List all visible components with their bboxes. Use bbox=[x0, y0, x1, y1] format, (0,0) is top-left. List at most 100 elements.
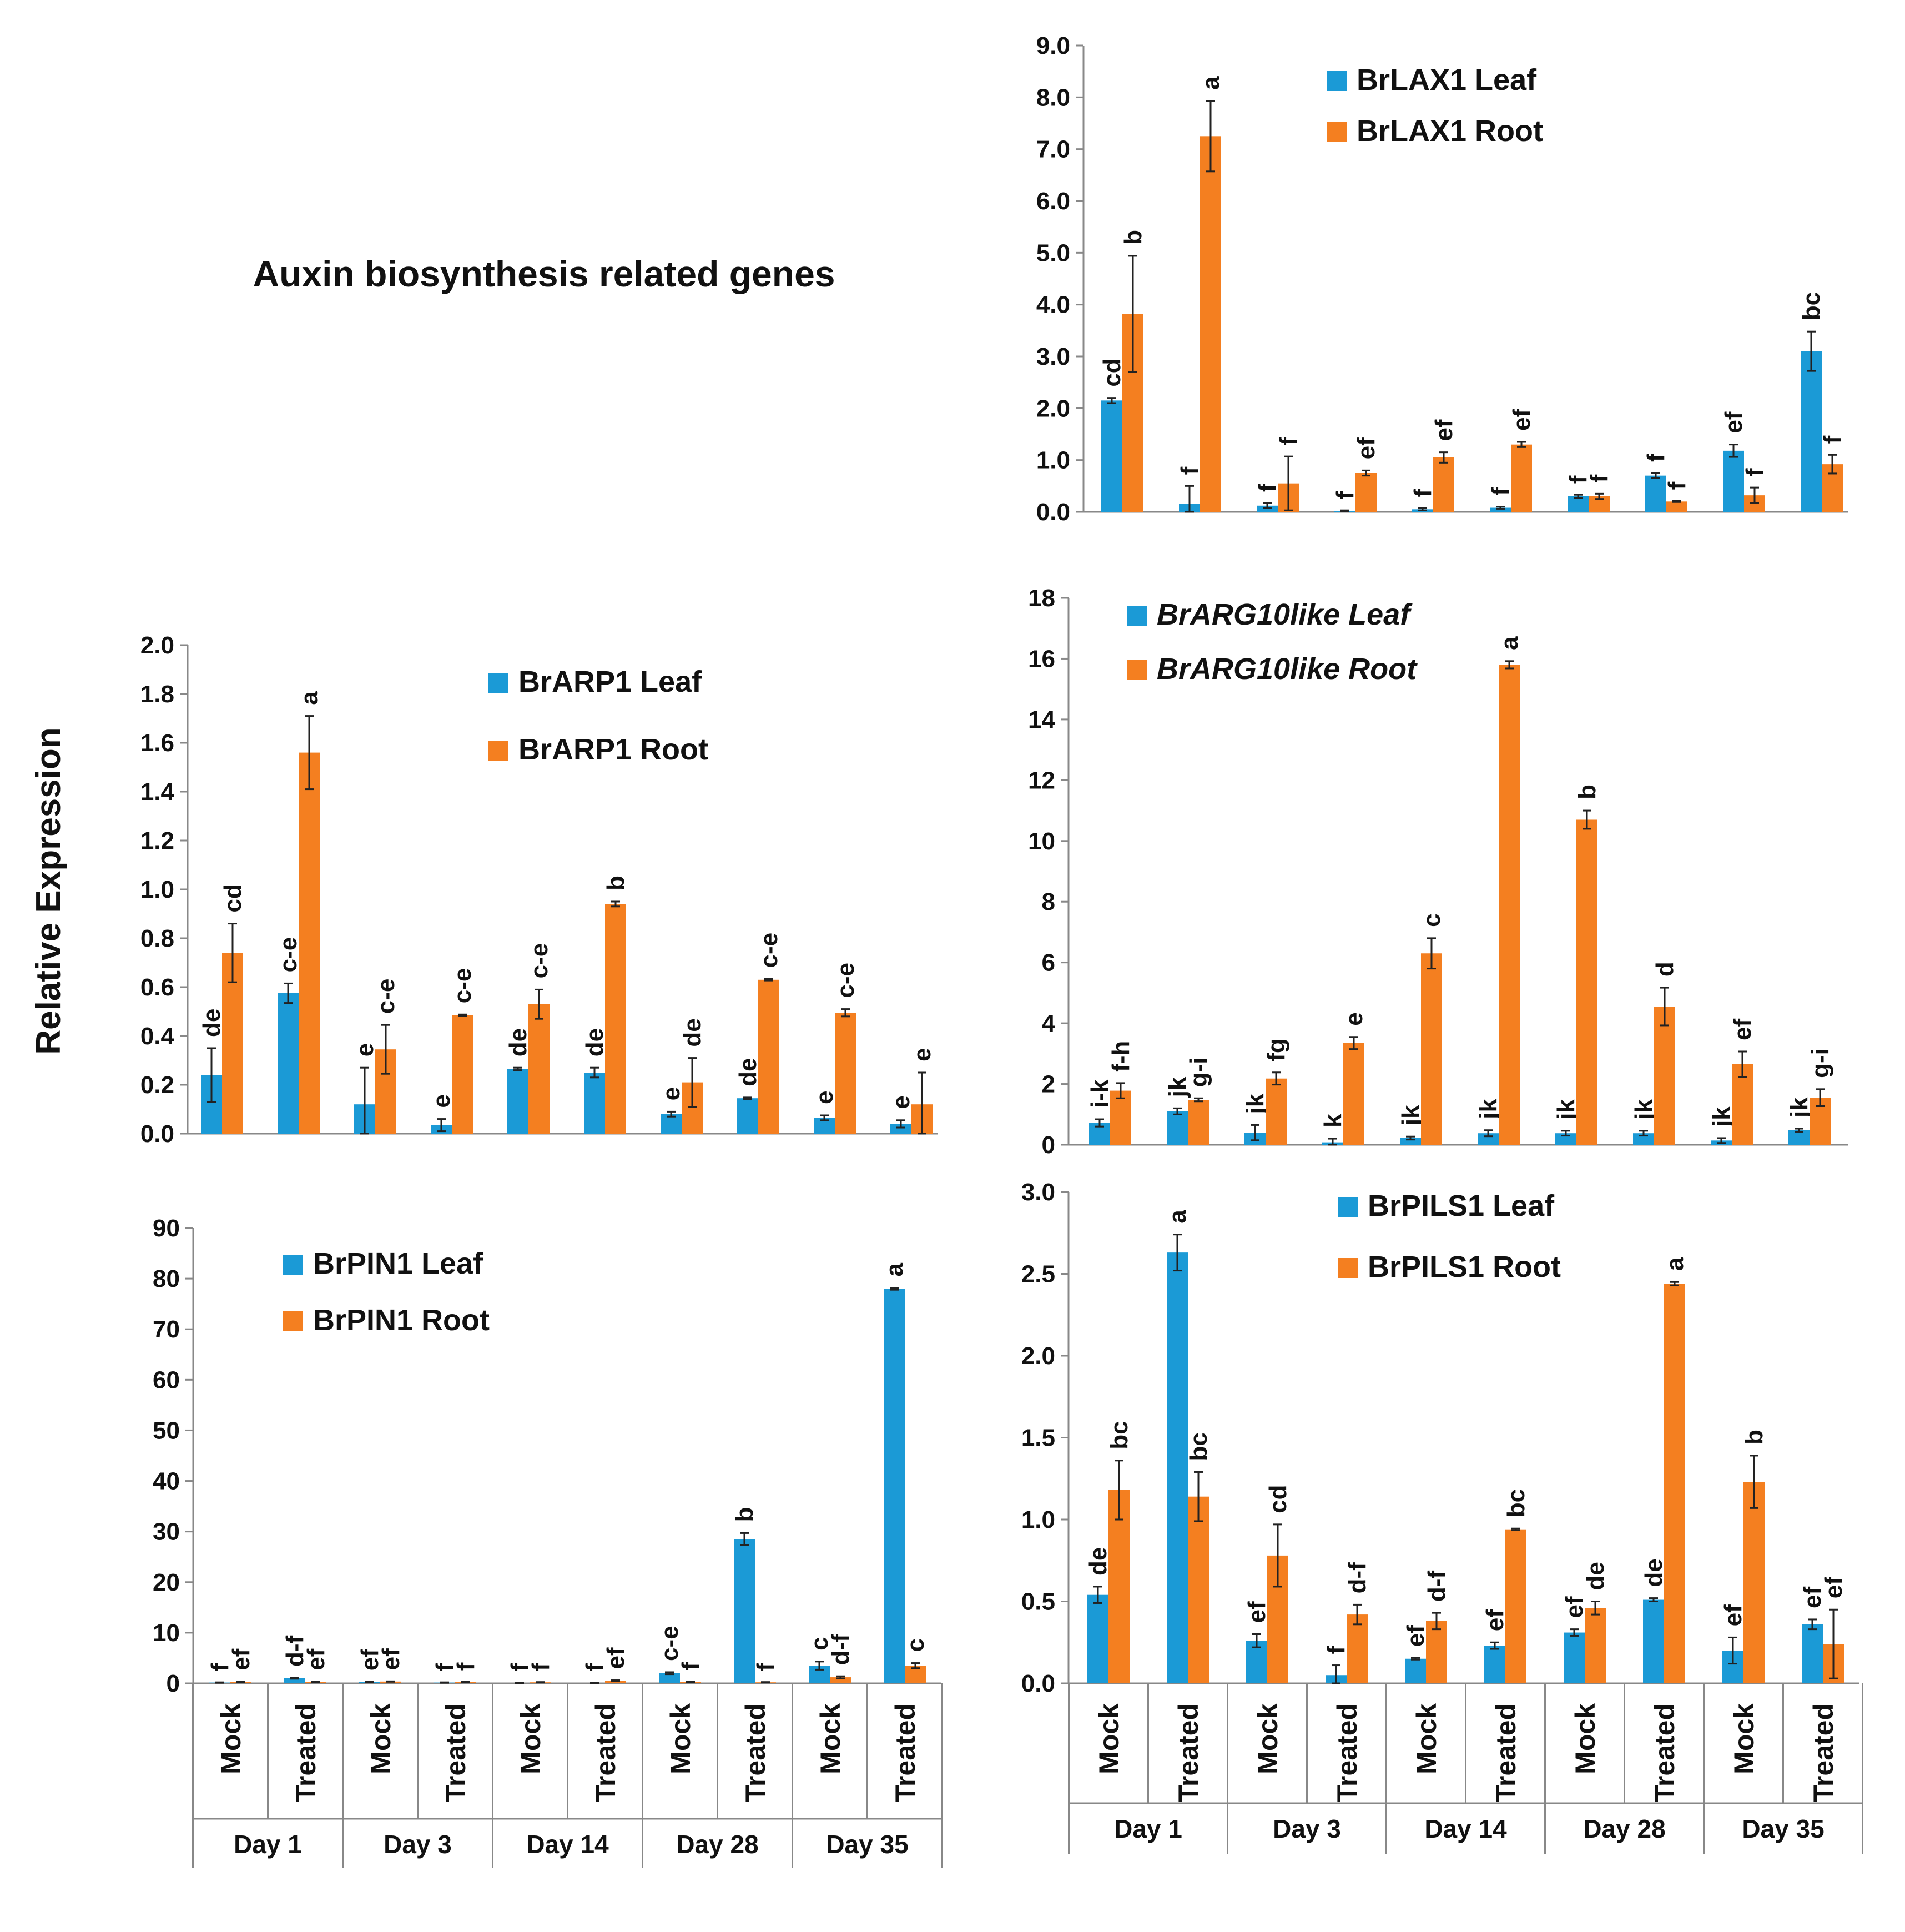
y-tick-label: 14 bbox=[1028, 706, 1055, 733]
significance-label: de bbox=[1085, 1547, 1112, 1576]
bar bbox=[734, 1539, 755, 1683]
group-label: Day 3 bbox=[384, 1830, 452, 1859]
group-label: Day 1 bbox=[1114, 1814, 1182, 1843]
y-tick-label: 30 bbox=[153, 1518, 180, 1546]
group-label: Day 35 bbox=[826, 1830, 908, 1859]
significance-label: de bbox=[1582, 1562, 1609, 1590]
bar bbox=[1400, 1138, 1421, 1145]
significance-label: e bbox=[909, 1048, 936, 1061]
bar bbox=[1511, 444, 1532, 512]
legend-label: BrPIN1 Root bbox=[313, 1304, 490, 1337]
significance-label: de bbox=[198, 1009, 225, 1037]
significance-label: d bbox=[1651, 962, 1679, 977]
bar bbox=[1478, 1133, 1499, 1145]
significance-label: f bbox=[677, 1662, 704, 1671]
bar bbox=[1801, 351, 1822, 512]
legend-swatch bbox=[1127, 606, 1147, 626]
bar bbox=[1426, 1621, 1447, 1683]
bar bbox=[1343, 1043, 1364, 1145]
group-label: Day 14 bbox=[526, 1830, 609, 1859]
group-label: Day 35 bbox=[1742, 1814, 1824, 1843]
significance-label: d-f bbox=[281, 1635, 309, 1667]
group-label: Day 3 bbox=[1273, 1814, 1341, 1843]
bar bbox=[299, 752, 320, 1134]
y-tick-label: 8.0 bbox=[1036, 84, 1070, 111]
significance-label: de bbox=[581, 1028, 608, 1056]
bar bbox=[1087, 1594, 1108, 1683]
y-tick-label: 20 bbox=[153, 1569, 180, 1596]
category-label: Mock bbox=[1252, 1703, 1283, 1774]
significance-label: ef bbox=[1508, 409, 1535, 431]
group-label: Day 1 bbox=[234, 1830, 302, 1859]
bar bbox=[284, 1678, 305, 1683]
y-tick-label: 3.0 bbox=[1036, 343, 1070, 370]
significance-label: f bbox=[452, 1662, 480, 1671]
legend-swatch bbox=[488, 741, 508, 761]
bar bbox=[1101, 400, 1122, 512]
significance-label: c-e bbox=[449, 968, 476, 1004]
significance-label: b bbox=[1120, 230, 1147, 245]
bar bbox=[1633, 1133, 1654, 1145]
y-tick-label: 7.0 bbox=[1036, 136, 1070, 163]
significance-label: f bbox=[1586, 474, 1613, 482]
y-tick-label: 2.0 bbox=[1036, 395, 1070, 422]
significance-label: i-k bbox=[1086, 1079, 1113, 1108]
bar bbox=[605, 904, 626, 1134]
legend-swatch bbox=[1338, 1258, 1358, 1278]
bar bbox=[507, 1069, 528, 1134]
chart-brpils1: 0.00.51.01.52.02.53.0deaeffefefefdeefefB… bbox=[1021, 1179, 1863, 1854]
bar bbox=[1564, 1632, 1585, 1683]
significance-label: e bbox=[658, 1087, 685, 1100]
y-tick-label: 0.8 bbox=[140, 925, 174, 952]
bar bbox=[584, 1073, 605, 1134]
category-label: Treated bbox=[1490, 1703, 1521, 1802]
y-axis-label: Relative Expression bbox=[29, 727, 68, 1054]
bar bbox=[1723, 450, 1744, 512]
significance-label: a bbox=[296, 691, 323, 705]
significance-label: c-e bbox=[832, 963, 859, 998]
bar bbox=[737, 1098, 758, 1134]
bar bbox=[1645, 475, 1666, 512]
significance-label: jk bbox=[1630, 1099, 1657, 1120]
category-label: Treated bbox=[290, 1703, 321, 1802]
significance-label: g-i bbox=[1807, 1048, 1834, 1078]
y-tick-label: 1.5 bbox=[1021, 1425, 1055, 1452]
significance-label: jk bbox=[1708, 1106, 1735, 1128]
y-tick-label: 1.4 bbox=[140, 778, 175, 806]
significance-label: f bbox=[1664, 481, 1691, 490]
bar bbox=[1555, 1133, 1576, 1145]
category-label: Mock bbox=[365, 1703, 396, 1774]
significance-label: bc bbox=[1503, 1489, 1530, 1517]
significance-label: ef bbox=[1720, 411, 1747, 433]
bar bbox=[1666, 501, 1687, 512]
significance-label: jk bbox=[1553, 1099, 1580, 1120]
significance-label: f bbox=[527, 1663, 555, 1671]
bar bbox=[1433, 457, 1454, 512]
significance-label: cd bbox=[219, 884, 246, 912]
legend-label: BrLAX1 Leaf bbox=[1357, 63, 1537, 97]
significance-label: e bbox=[1340, 1012, 1368, 1025]
significance-label: ef bbox=[1353, 437, 1380, 459]
y-tick-label: 50 bbox=[153, 1417, 180, 1444]
bar bbox=[890, 1124, 911, 1134]
significance-label: c bbox=[806, 1637, 833, 1650]
significance-label: bc bbox=[1798, 292, 1825, 320]
bar bbox=[1576, 819, 1597, 1145]
significance-label: jk bbox=[1397, 1105, 1424, 1126]
legend-label: BrPILS1 Leaf bbox=[1368, 1189, 1555, 1222]
bar bbox=[659, 1673, 680, 1683]
significance-label: a bbox=[1496, 636, 1523, 650]
legend-label: BrPIN1 Leaf bbox=[313, 1247, 483, 1280]
category-label: Treated bbox=[1173, 1703, 1204, 1802]
significance-label: c-e bbox=[275, 937, 302, 973]
bar bbox=[1568, 496, 1589, 512]
category-label: Mock bbox=[1093, 1703, 1125, 1774]
legend-swatch bbox=[283, 1311, 303, 1331]
significance-label: jk bbox=[1786, 1097, 1813, 1118]
y-tick-label: 10 bbox=[1028, 828, 1055, 855]
significance-label: ef bbox=[356, 1649, 384, 1671]
bar bbox=[1499, 665, 1520, 1145]
bar bbox=[1110, 1090, 1131, 1145]
significance-label: f bbox=[1254, 484, 1281, 492]
